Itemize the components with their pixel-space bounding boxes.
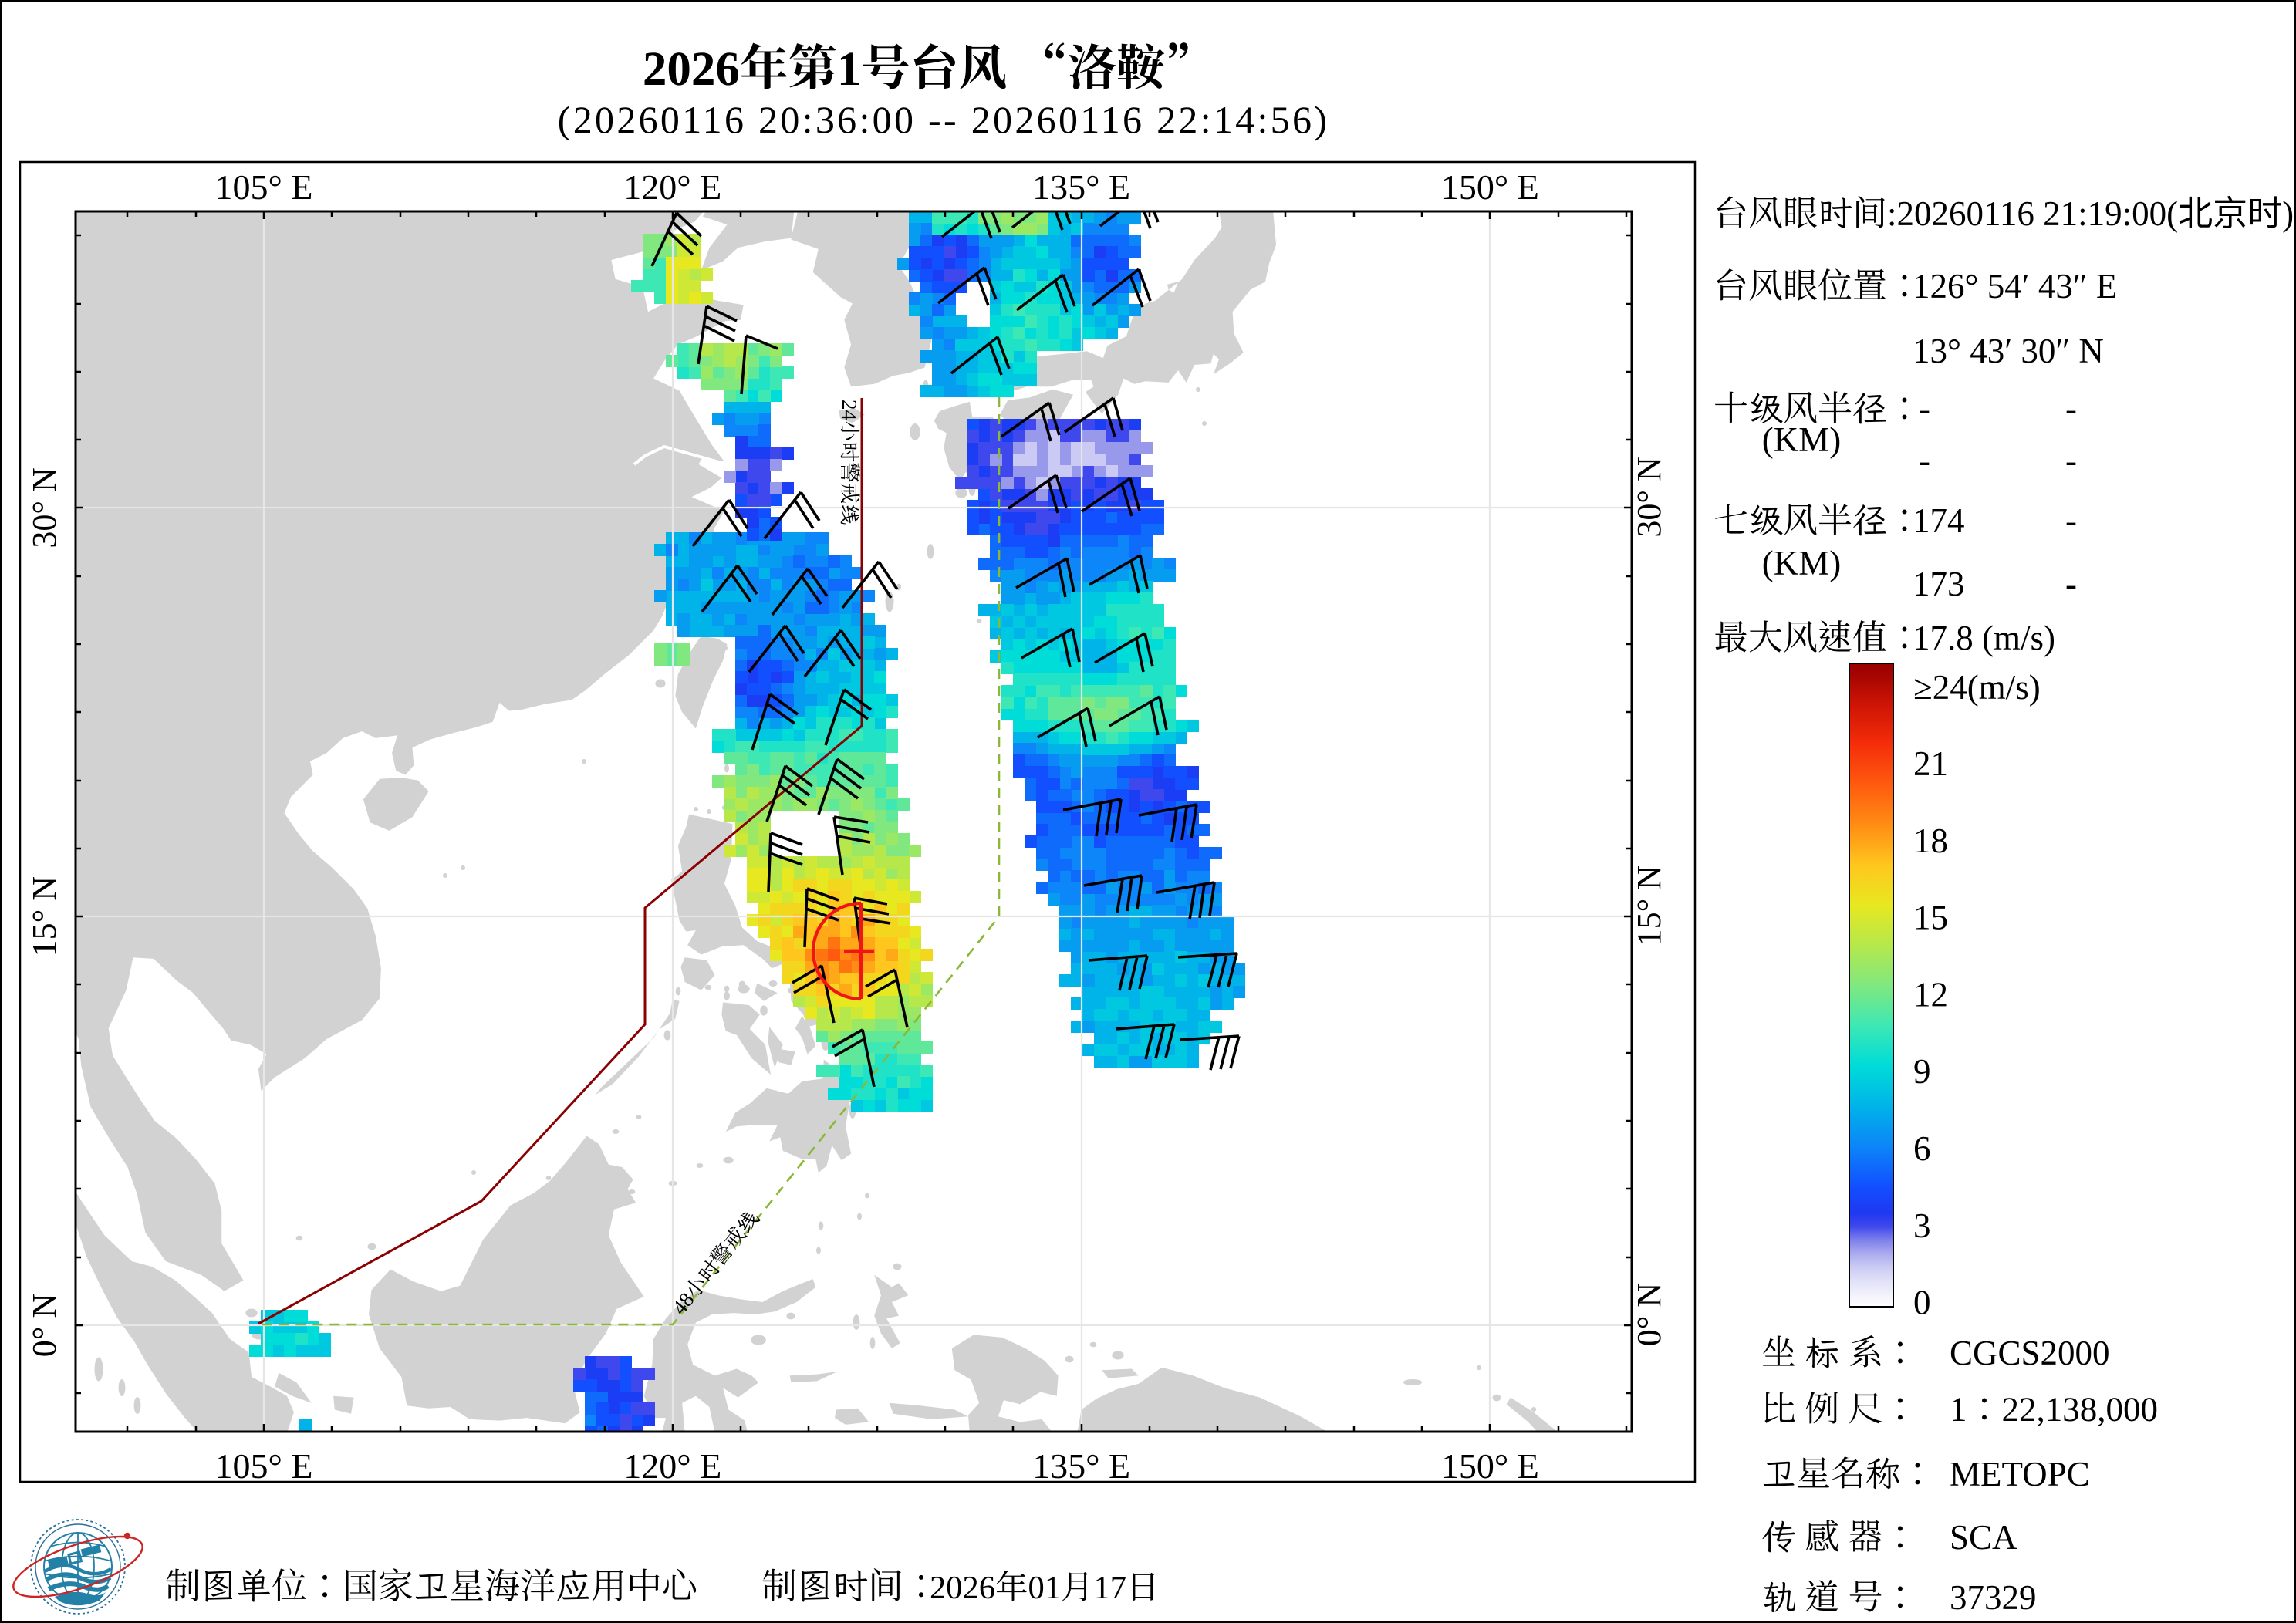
svg-text:0: 0	[1913, 1284, 1931, 1322]
svg-text:105° E: 105° E	[215, 167, 313, 207]
svg-text:37329: 37329	[1950, 1578, 2037, 1617]
svg-text:(KM): (KM)	[1762, 544, 1841, 582]
svg-text:-: -	[1919, 441, 1930, 480]
svg-text:135° E: 135° E	[1032, 1446, 1130, 1486]
svg-text:0° N: 0° N	[25, 1294, 63, 1357]
svg-text:21: 21	[1913, 744, 1948, 783]
svg-text:15: 15	[1913, 899, 1948, 937]
svg-text:120° E: 120° E	[623, 1446, 721, 1486]
svg-text:13° 43′ 30″ N: 13° 43′ 30″ N	[1913, 332, 2104, 370]
svg-text:174: 174	[1913, 501, 1965, 540]
svg-text:150° E: 150° E	[1441, 1446, 1539, 1486]
svg-text:105° E: 105° E	[215, 1446, 313, 1486]
svg-text:METOPC: METOPC	[1950, 1455, 2090, 1493]
svg-text:150° E: 150° E	[1441, 167, 1539, 207]
svg-text:173: 173	[1913, 565, 1965, 603]
svg-text:126° 54′ 43″ E: 126° 54′ 43″ E	[1913, 267, 2117, 305]
svg-text:30° N: 30° N	[25, 467, 63, 548]
svg-text:9: 9	[1913, 1052, 1931, 1091]
svg-text:6: 6	[1913, 1129, 1931, 1168]
svg-text:-: -	[2065, 441, 2077, 480]
svg-text:-: -	[2065, 565, 2077, 603]
svg-text:(KM): (KM)	[1762, 420, 1841, 459]
svg-text:15° N: 15° N	[1630, 865, 1668, 946]
svg-text:(20260116 20:36:00 -- 20260116: (20260116 20:36:00 -- 20260116 22:14:56)	[558, 98, 1329, 141]
svg-text:-: -	[2065, 501, 2077, 540]
svg-text:3: 3	[1913, 1206, 1931, 1245]
svg-text:15° N: 15° N	[25, 876, 63, 957]
svg-text:30° N: 30° N	[1630, 457, 1668, 537]
svg-text:18: 18	[1913, 822, 1948, 860]
svg-text:12: 12	[1913, 975, 1948, 1014]
svg-text:SCA: SCA	[1950, 1518, 2017, 1557]
svg-text:120° E: 120° E	[623, 167, 721, 207]
svg-text:20260116 21:19:00(北京时): 20260116 21:19:00(北京时)	[1897, 194, 2294, 233]
svg-text:0° N: 0° N	[1630, 1283, 1668, 1346]
svg-text:135° E: 135° E	[1032, 167, 1130, 207]
svg-text:17.8 (m/s): 17.8 (m/s)	[1913, 619, 2055, 657]
svg-text:CGCS2000: CGCS2000	[1950, 1334, 2110, 1372]
svg-text:-: -	[1919, 390, 1930, 428]
svg-text:≥24(m/s): ≥24(m/s)	[1913, 668, 2041, 707]
svg-text:-: -	[2065, 390, 2077, 428]
